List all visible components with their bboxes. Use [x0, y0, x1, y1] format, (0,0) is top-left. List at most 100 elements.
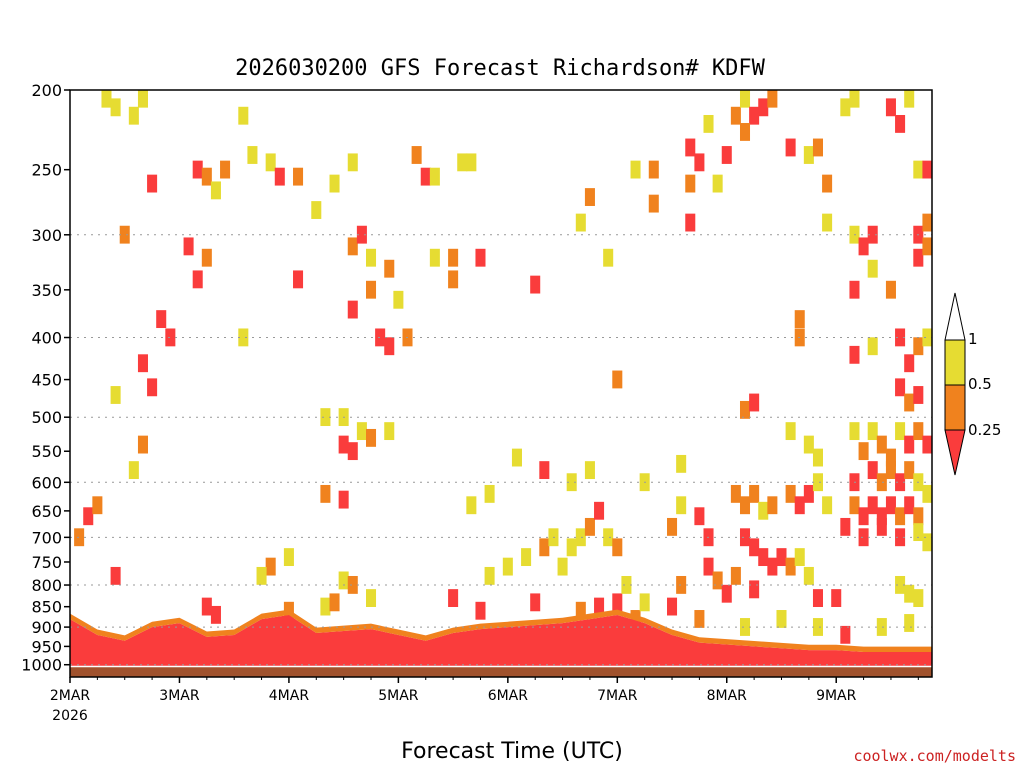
x-tick-label-7: 9MAR: [816, 688, 857, 704]
y-tick-label-800: 800: [31, 576, 62, 595]
heatmap-cell-24: [201, 248, 212, 267]
heatmap-cell-185: [840, 517, 851, 536]
heatmap-cell-153: [904, 393, 915, 412]
heatmap-cell-45: [137, 354, 148, 373]
heatmap-cell-148: [895, 328, 906, 347]
x-year-label: 2026: [52, 708, 88, 724]
heatmap-cell-174: [904, 461, 915, 480]
heatmap-cell-201: [739, 528, 751, 547]
heatmap-cell-206: [785, 557, 796, 576]
heatmap-cell-75: [502, 557, 513, 576]
y-tick-label-900: 900: [31, 618, 62, 637]
heatmap-cell-107: [648, 160, 659, 179]
heatmap-cell-113: [703, 114, 714, 133]
heatmap-cell-200: [822, 496, 833, 515]
heatmap-cell-11: [293, 167, 304, 186]
heatmap-cell-54: [384, 422, 395, 441]
y-tick-label-750: 750: [31, 553, 62, 572]
heatmap-cell-117: [739, 89, 751, 108]
heatmap-cell-171: [876, 473, 887, 492]
heatmap-cell-190: [922, 533, 933, 552]
heatmap-cell-195: [767, 496, 778, 515]
heatmap-cell-157: [785, 422, 796, 441]
heatmap-cell-63: [265, 557, 276, 576]
heatmap-cell-19: [210, 181, 221, 200]
heatmap-cell-76: [521, 548, 532, 567]
heatmap-cell-121: [739, 123, 751, 141]
heatmap-cell-83: [594, 501, 605, 520]
heatmap-cell-224: [739, 618, 751, 636]
heatmap-cell-189: [913, 523, 924, 542]
heatmap-cell-94: [612, 593, 623, 612]
heatmap-cell-122: [785, 138, 796, 157]
heatmap-cell-41: [238, 328, 249, 347]
x-tick-label-3: 5MAR: [378, 688, 419, 704]
heatmap-cell-22: [119, 225, 130, 244]
heatmap-cell-21: [329, 174, 340, 193]
heatmap-cell-163: [876, 435, 887, 454]
heatmap-cell-59: [83, 507, 94, 526]
heatmap-cell-193: [749, 484, 760, 503]
heatmap-cell-42: [375, 328, 386, 347]
boundary-layer-band: [70, 614, 932, 667]
heatmap-cell-110: [685, 174, 696, 193]
heatmap-cell-226: [812, 618, 823, 636]
heatmap-cell-105: [612, 370, 623, 389]
y-tick-label-300: 300: [31, 226, 62, 245]
legend-label-mid: 0.5: [968, 375, 992, 393]
heatmap-cell-28: [384, 259, 395, 278]
heatmap-cell-84: [603, 528, 614, 547]
heatmap-cell-227: [840, 625, 851, 644]
heatmap-cell-181: [885, 496, 896, 515]
heatmap-cell-29: [429, 248, 440, 267]
heatmap-cell-35: [192, 270, 203, 289]
heatmap-cell-197: [794, 496, 805, 515]
heatmap-cell-1: [110, 98, 121, 117]
heatmap-cell-68: [320, 597, 331, 616]
heatmap-cell-8: [247, 146, 258, 164]
heatmap-cell-4: [238, 106, 249, 125]
heatmap-cell-23: [183, 237, 194, 256]
heatmap-cell-208: [730, 566, 741, 585]
heatmap-cell-172: [885, 461, 896, 480]
heatmap-cell-142: [867, 259, 878, 278]
heatmap-cell-96: [475, 601, 486, 620]
heatmap-cell-115: [721, 146, 732, 164]
heatmap-cell-160: [849, 422, 860, 441]
heatmap-cell-210: [803, 566, 814, 585]
y-axis: 200 250 300 350 400 450 500 550 600 650 700 750 800 8…: [21, 81, 70, 675]
heatmap-cell-56: [128, 461, 139, 480]
heatmap-cell-158: [803, 435, 814, 454]
heatmap-cell-167: [913, 422, 924, 441]
heatmap-cell-219: [712, 571, 723, 590]
heatmap-cell-207: [794, 548, 805, 567]
heatmap-cell-151: [922, 328, 933, 347]
heatmap-cell-10: [274, 167, 285, 186]
heatmap-cell-81: [575, 528, 586, 547]
heatmap-cell-187: [876, 517, 887, 536]
heatmap-cell-36: [293, 270, 304, 289]
y-tick-label-700: 700: [31, 528, 62, 547]
heatmap-cell-114: [712, 174, 723, 193]
heatmap-cell-231: [895, 575, 906, 594]
heatmap-cell-6: [201, 167, 212, 186]
heatmap-cell-25: [347, 237, 358, 256]
heatmap-cell-216: [667, 517, 678, 536]
x-tick-label-4: 6MAR: [488, 688, 529, 704]
x-axis-title: Forecast Time (UTC): [401, 739, 623, 764]
heatmap-cell-203: [758, 548, 769, 567]
heatmap-cell-134: [904, 89, 915, 108]
heatmap-cell-82: [584, 517, 595, 536]
heatmap-cell-5: [192, 160, 203, 179]
heatmap-cell-130: [858, 237, 869, 256]
heatmap-cell-38: [530, 275, 541, 294]
heatmap-cell-65: [283, 548, 294, 567]
heatmap-cell-120: [767, 89, 778, 108]
heatmap-cell-196: [785, 484, 796, 503]
heatmap-cell-194: [758, 501, 769, 520]
heatmap-cell-191: [730, 484, 741, 503]
heatmap-cell-204: [767, 557, 778, 576]
heatmap-cell-176: [922, 484, 933, 503]
heatmap-cell-40: [165, 328, 176, 347]
heatmap-cell-7: [220, 160, 231, 179]
